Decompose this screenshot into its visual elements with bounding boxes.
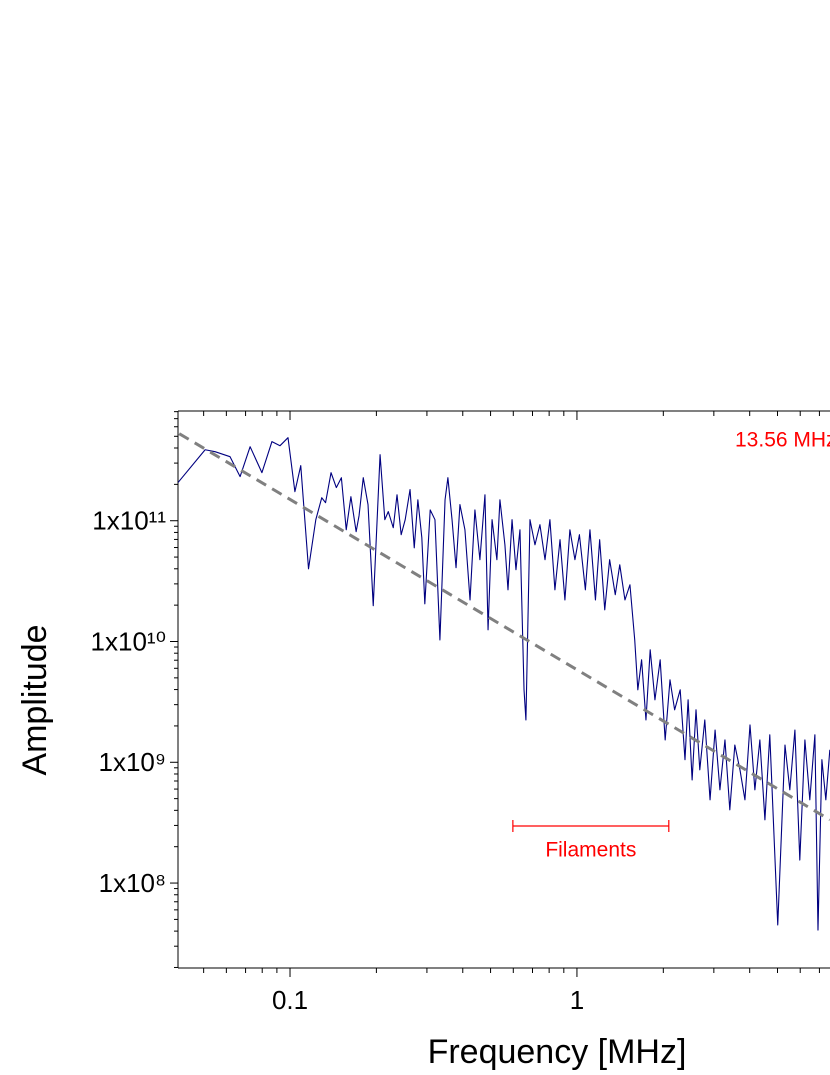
x-tick-label: 0.1	[272, 985, 308, 1015]
y-axis-title: Amplitude	[16, 624, 54, 775]
y-tick-label: 1x10¹¹	[92, 506, 166, 536]
x-axis-title: Frequency [MHz]	[428, 1033, 687, 1071]
trend-line	[178, 432, 830, 822]
annotation: Filaments	[545, 839, 636, 862]
spectrum-line	[178, 437, 830, 931]
y-tick-label: 1x10⁸	[99, 868, 166, 898]
annotation: 13.56 MHz	[735, 429, 830, 452]
y-tick-label: 1x10¹⁰	[91, 626, 166, 656]
x-tick-label: 1	[570, 985, 584, 1015]
y-tick-label: 1x10⁹	[98, 747, 166, 777]
